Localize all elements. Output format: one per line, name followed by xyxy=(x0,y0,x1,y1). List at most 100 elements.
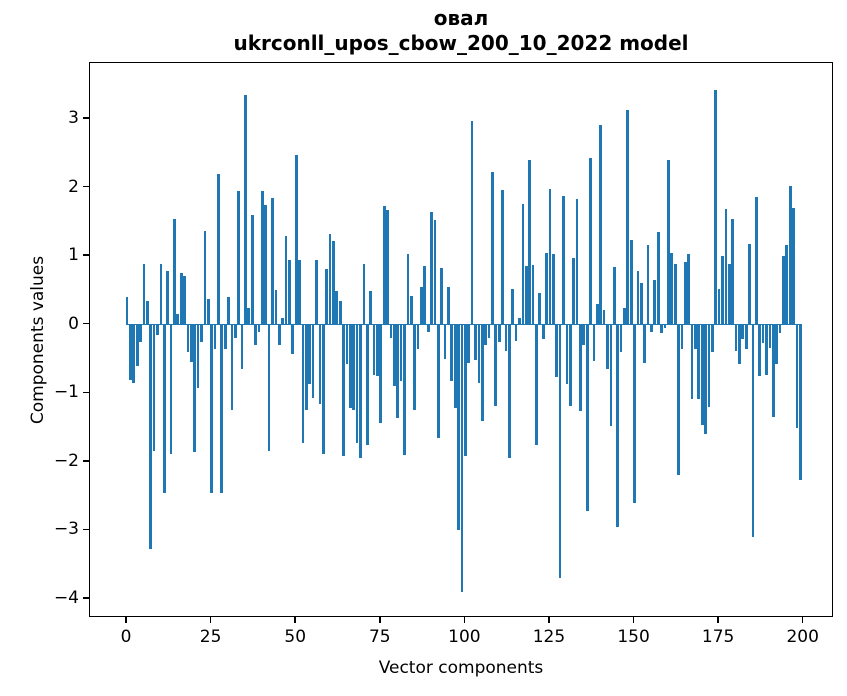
bar xyxy=(311,324,315,399)
bar xyxy=(342,324,345,457)
bar xyxy=(433,219,437,325)
x-tick-mark xyxy=(548,617,550,623)
bar xyxy=(250,215,254,325)
bar xyxy=(731,218,735,325)
bar xyxy=(575,199,579,325)
bar xyxy=(156,324,159,335)
bar xyxy=(514,324,518,342)
bar xyxy=(504,324,508,351)
bar xyxy=(365,324,369,445)
bar xyxy=(744,324,748,350)
bar xyxy=(193,324,197,453)
bar xyxy=(653,279,657,325)
bar xyxy=(585,324,589,512)
bar xyxy=(643,324,647,364)
bar xyxy=(565,324,569,385)
bar xyxy=(254,324,257,346)
y-tick-mark xyxy=(83,460,89,462)
bar xyxy=(213,324,217,349)
x-tick-label: 0 xyxy=(120,627,132,647)
bar xyxy=(727,263,731,325)
bar xyxy=(149,324,153,549)
bar xyxy=(524,265,528,325)
bar xyxy=(775,324,778,365)
bar xyxy=(318,324,322,405)
bar xyxy=(196,324,200,388)
bar xyxy=(186,324,190,353)
bar xyxy=(152,324,156,451)
y-tick-mark xyxy=(83,528,89,531)
bar xyxy=(362,264,366,325)
bar xyxy=(670,253,674,325)
bar xyxy=(629,240,633,325)
bar xyxy=(646,244,650,325)
bar xyxy=(372,324,376,375)
bar xyxy=(663,324,667,329)
bar xyxy=(166,271,169,325)
bar xyxy=(609,324,613,427)
bar xyxy=(403,324,406,455)
zero-baseline xyxy=(125,324,802,326)
bar xyxy=(244,95,247,325)
bar xyxy=(271,197,274,325)
bar xyxy=(413,324,416,410)
bar xyxy=(562,195,565,325)
bar xyxy=(551,254,555,325)
bar xyxy=(179,272,183,325)
x-tick-mark xyxy=(294,617,296,623)
chart-title-model: ukrconll_upos_cbow_200_10_2022 model xyxy=(233,31,689,55)
x-tick-label: 150 xyxy=(617,627,650,647)
bar xyxy=(220,324,224,493)
bar xyxy=(274,290,278,325)
bar xyxy=(538,292,542,325)
bar xyxy=(782,256,785,325)
bar xyxy=(568,324,572,407)
bar xyxy=(491,171,494,325)
bar xyxy=(436,324,440,438)
bar xyxy=(501,190,504,325)
bar xyxy=(169,324,173,455)
bar xyxy=(626,109,630,325)
bar xyxy=(159,264,163,325)
bar xyxy=(677,324,680,476)
bar xyxy=(758,324,762,377)
bar xyxy=(700,324,704,425)
y-tick-mark xyxy=(83,117,89,119)
bar xyxy=(592,324,596,362)
bar xyxy=(487,324,491,339)
x-tick-mark xyxy=(125,617,127,623)
bar xyxy=(247,307,251,325)
bar xyxy=(518,317,521,325)
y-tick-mark xyxy=(83,322,89,325)
bar xyxy=(717,289,721,325)
x-tick-label: 25 xyxy=(199,627,222,647)
y-axis-label: Components values xyxy=(28,255,48,424)
bar xyxy=(511,289,515,325)
bar xyxy=(738,324,741,365)
bar xyxy=(335,291,339,325)
y-tick-mark xyxy=(83,254,89,256)
bar xyxy=(619,324,623,353)
y-tick-label: 1 xyxy=(68,245,79,266)
bar xyxy=(217,174,220,325)
bar xyxy=(443,324,447,359)
bar xyxy=(352,324,356,411)
bar xyxy=(203,230,207,325)
bar xyxy=(142,264,146,325)
bar xyxy=(288,259,291,325)
y-tick-mark xyxy=(83,185,89,188)
bar xyxy=(724,208,728,325)
bar xyxy=(541,324,545,340)
bar xyxy=(237,191,241,325)
bar xyxy=(332,241,335,325)
x-tick-mark xyxy=(632,617,635,623)
bar xyxy=(420,287,423,325)
bar xyxy=(328,234,332,325)
bar xyxy=(281,317,285,325)
bar xyxy=(467,324,471,364)
bar xyxy=(795,324,799,429)
bar xyxy=(484,324,488,346)
bar xyxy=(176,314,180,325)
bar xyxy=(457,324,460,531)
x-tick-label: 200 xyxy=(786,627,819,647)
